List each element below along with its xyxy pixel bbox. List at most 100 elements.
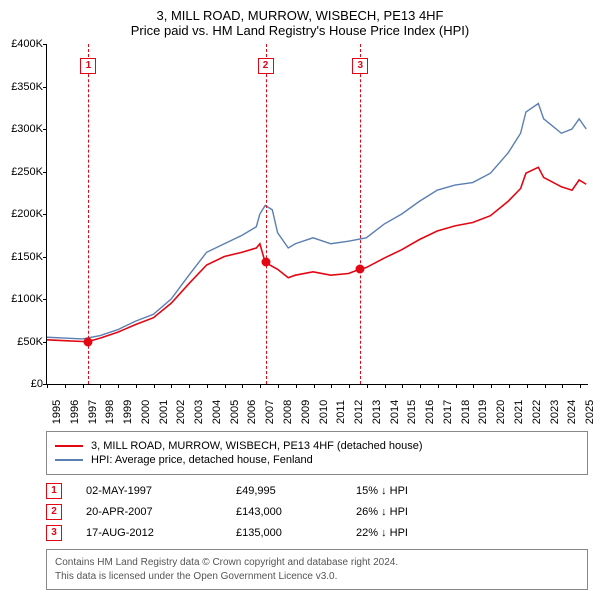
y-axis-tick: [43, 257, 47, 258]
y-axis-tick: [43, 44, 47, 45]
sales-row: 2 20-APR-2007£143,00026% ↓ HPI: [46, 504, 588, 520]
legend-item: 3, MILL ROAD, MURROW, WISBECH, PE13 4HF …: [55, 440, 579, 452]
y-axis-tick-label: £300K: [1, 123, 43, 135]
legend-item: HPI: Average price, detached house, Fenl…: [55, 454, 579, 466]
sale-vline: [266, 44, 267, 384]
chart-container: 3, MILL ROAD, MURROW, WISBECH, PE13 4HF …: [0, 0, 600, 590]
x-axis-tick: [278, 384, 279, 388]
x-axis-tick: [65, 384, 66, 388]
x-axis-tick-label: 1998: [104, 400, 116, 424]
x-axis-tick: [385, 384, 386, 388]
sales-row-date: 17-AUG-2012: [86, 527, 236, 539]
sales-row-marker: 3: [46, 525, 62, 541]
x-axis-tick: [189, 384, 190, 388]
x-axis-tick: [83, 384, 84, 388]
x-axis-tick: [47, 384, 48, 388]
x-axis-tick: [314, 384, 315, 388]
y-axis-tick-label: £250K: [1, 166, 43, 178]
x-axis-tick-label: 2004: [211, 400, 223, 424]
x-axis-tick: [349, 384, 350, 388]
x-axis-tick: [580, 384, 581, 388]
sale-dot: [261, 258, 270, 267]
sales-row-price: £143,000: [236, 506, 356, 518]
series-line-hpi: [47, 104, 586, 339]
x-axis-tick-label: 2022: [531, 400, 543, 424]
x-axis-tick: [402, 384, 403, 388]
x-axis-tick-label: 2010: [318, 400, 330, 424]
sales-row-delta: 26% ↓ HPI: [356, 506, 476, 518]
x-axis-tick: [207, 384, 208, 388]
x-axis-tick: [527, 384, 528, 388]
sale-marker-box: 3: [352, 58, 368, 74]
sales-table: 102-MAY-1997£49,99515% ↓ HPI 2 20-APR-2007…: [46, 483, 588, 541]
x-axis-tick: [438, 384, 439, 388]
sales-row-price: £49,995: [236, 485, 356, 497]
x-axis-tick: [509, 384, 510, 388]
sales-row-delta: 15% ↓ HPI: [356, 485, 476, 497]
chart-lines-svg: [47, 44, 588, 384]
x-axis-tick-label: 2016: [424, 400, 436, 424]
series-line-property: [47, 167, 586, 341]
sale-marker-box: 1: [80, 58, 96, 74]
x-axis-tick: [171, 384, 172, 388]
sales-row: 317-AUG-2012£135,00022% ↓ HPI: [46, 525, 588, 541]
legend-box: 3, MILL ROAD, MURROW, WISBECH, PE13 4HF …: [46, 431, 588, 475]
x-axis-tick-label: 2011: [335, 400, 347, 424]
x-axis-tick-label: 2019: [477, 400, 489, 424]
x-axis-tick-label: 2000: [140, 400, 152, 424]
y-axis-tick-label: £100K: [1, 293, 43, 305]
legend-swatch: [55, 459, 83, 461]
x-axis-tick-label: 2009: [300, 400, 312, 424]
sales-row-date: 20-APR-2007: [86, 506, 236, 518]
x-axis-tick: [154, 384, 155, 388]
y-axis-tick-label: £150K: [1, 251, 43, 263]
sale-dot: [84, 337, 93, 346]
x-axis-tick-label: 2025: [584, 400, 596, 424]
chart-subtitle: Price paid vs. HM Land Registry's House …: [0, 23, 600, 44]
x-axis-tick-label: 2017: [442, 400, 454, 424]
x-axis-tick-label: 2018: [460, 400, 472, 424]
sale-marker-box: 2: [258, 58, 274, 74]
legend-label: 3, MILL ROAD, MURROW, WISBECH, PE13 4HF …: [91, 440, 423, 452]
chart-title: 3, MILL ROAD, MURROW, WISBECH, PE13 4HF: [0, 0, 600, 23]
footer-line: This data is licensed under the Open Gov…: [55, 570, 579, 584]
x-axis-tick-label: 2014: [389, 400, 401, 424]
y-axis-tick-label: £200K: [1, 208, 43, 220]
y-axis-tick-label: £50K: [1, 336, 43, 348]
y-axis-tick: [43, 214, 47, 215]
y-axis-tick-label: £400K: [1, 38, 43, 50]
sale-dot: [356, 265, 365, 274]
x-axis-tick: [473, 384, 474, 388]
x-axis-tick-label: 1999: [122, 400, 134, 424]
x-axis-tick: [491, 384, 492, 388]
footer-line: Contains HM Land Registry data © Crown c…: [55, 556, 579, 570]
x-axis-tick-label: 2015: [406, 400, 418, 424]
x-axis-tick: [260, 384, 261, 388]
sale-vline: [360, 44, 361, 384]
x-axis-tick-label: 1995: [51, 400, 63, 424]
y-axis-tick-label: £350K: [1, 81, 43, 93]
sale-vline: [88, 44, 89, 384]
x-axis-tick-label: 2013: [371, 400, 383, 424]
x-axis-tick-label: 2008: [282, 400, 294, 424]
x-axis-tick: [100, 384, 101, 388]
x-axis-tick-label: 2003: [193, 400, 205, 424]
legend-swatch: [55, 445, 83, 447]
y-axis-tick: [43, 129, 47, 130]
x-axis-tick-label: 2001: [158, 400, 170, 424]
sales-row-delta: 22% ↓ HPI: [356, 527, 476, 539]
x-axis-tick-label: 2006: [246, 400, 258, 424]
x-axis-tick-label: 2005: [229, 400, 241, 424]
x-axis-tick-label: 2012: [353, 400, 365, 424]
sales-row-date: 02-MAY-1997: [86, 485, 236, 497]
x-axis-tick-label: 2021: [513, 400, 525, 424]
x-axis-tick-label: 2024: [566, 400, 578, 424]
y-axis-tick: [43, 172, 47, 173]
x-axis-tick-label: 1996: [69, 400, 81, 424]
x-axis-tick: [331, 384, 332, 388]
sales-row-marker: 2: [46, 504, 62, 520]
x-axis-tick-label: 2020: [495, 400, 507, 424]
x-axis-tick: [562, 384, 563, 388]
sales-row: 102-MAY-1997£49,99515% ↓ HPI: [46, 483, 588, 499]
x-axis-tick: [225, 384, 226, 388]
